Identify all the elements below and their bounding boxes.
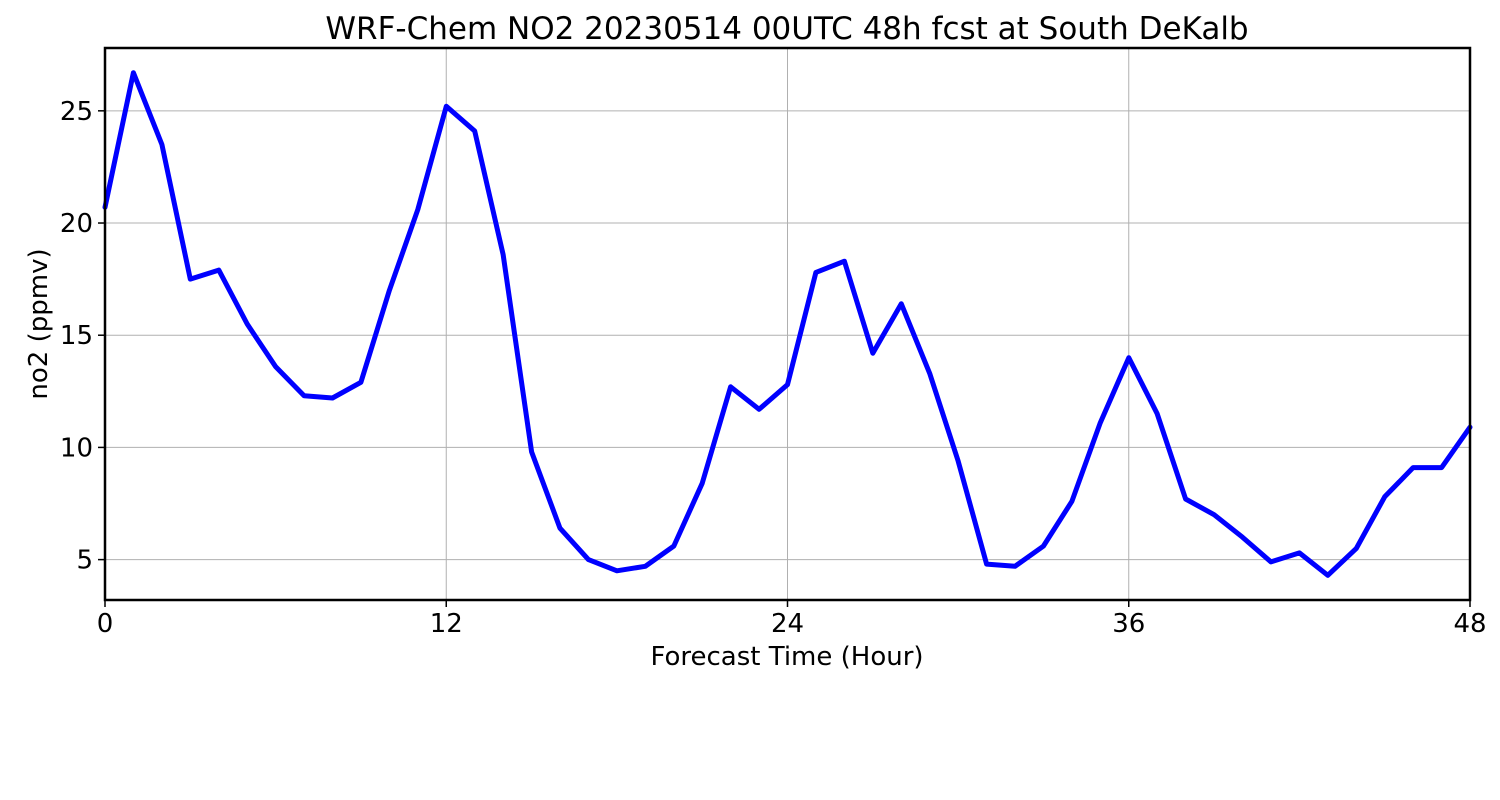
y-tick-label: 5 — [76, 546, 93, 576]
no2-series-line — [102, 70, 1473, 578]
x-axis-label: Forecast Time (Hour) — [650, 642, 923, 672]
x-tick-label: 0 — [97, 609, 114, 639]
y-tick-label: 20 — [60, 209, 93, 239]
x-tick-label: 12 — [430, 609, 463, 639]
chart-title: WRF-Chem NO2 20230514 00UTC 48h fcst at … — [325, 11, 1248, 47]
x-tick-labels: 0 12 24 36 48 — [97, 609, 1487, 639]
y-axis-label: no2 (ppmv) — [24, 248, 54, 399]
grid-lines — [104, 48, 1471, 600]
y-tick-label: 25 — [60, 97, 93, 127]
plot-frame — [103, 46, 1472, 602]
y-tick-label: 10 — [60, 433, 93, 463]
y-tick-label: 15 — [60, 321, 93, 351]
axis-ticks — [98, 110, 1471, 607]
x-tick-label: 24 — [771, 609, 804, 639]
x-tick-label: 36 — [1112, 609, 1145, 639]
x-tick-label: 48 — [1453, 609, 1486, 639]
y-tick-labels: 5 10 15 20 25 — [60, 97, 93, 576]
